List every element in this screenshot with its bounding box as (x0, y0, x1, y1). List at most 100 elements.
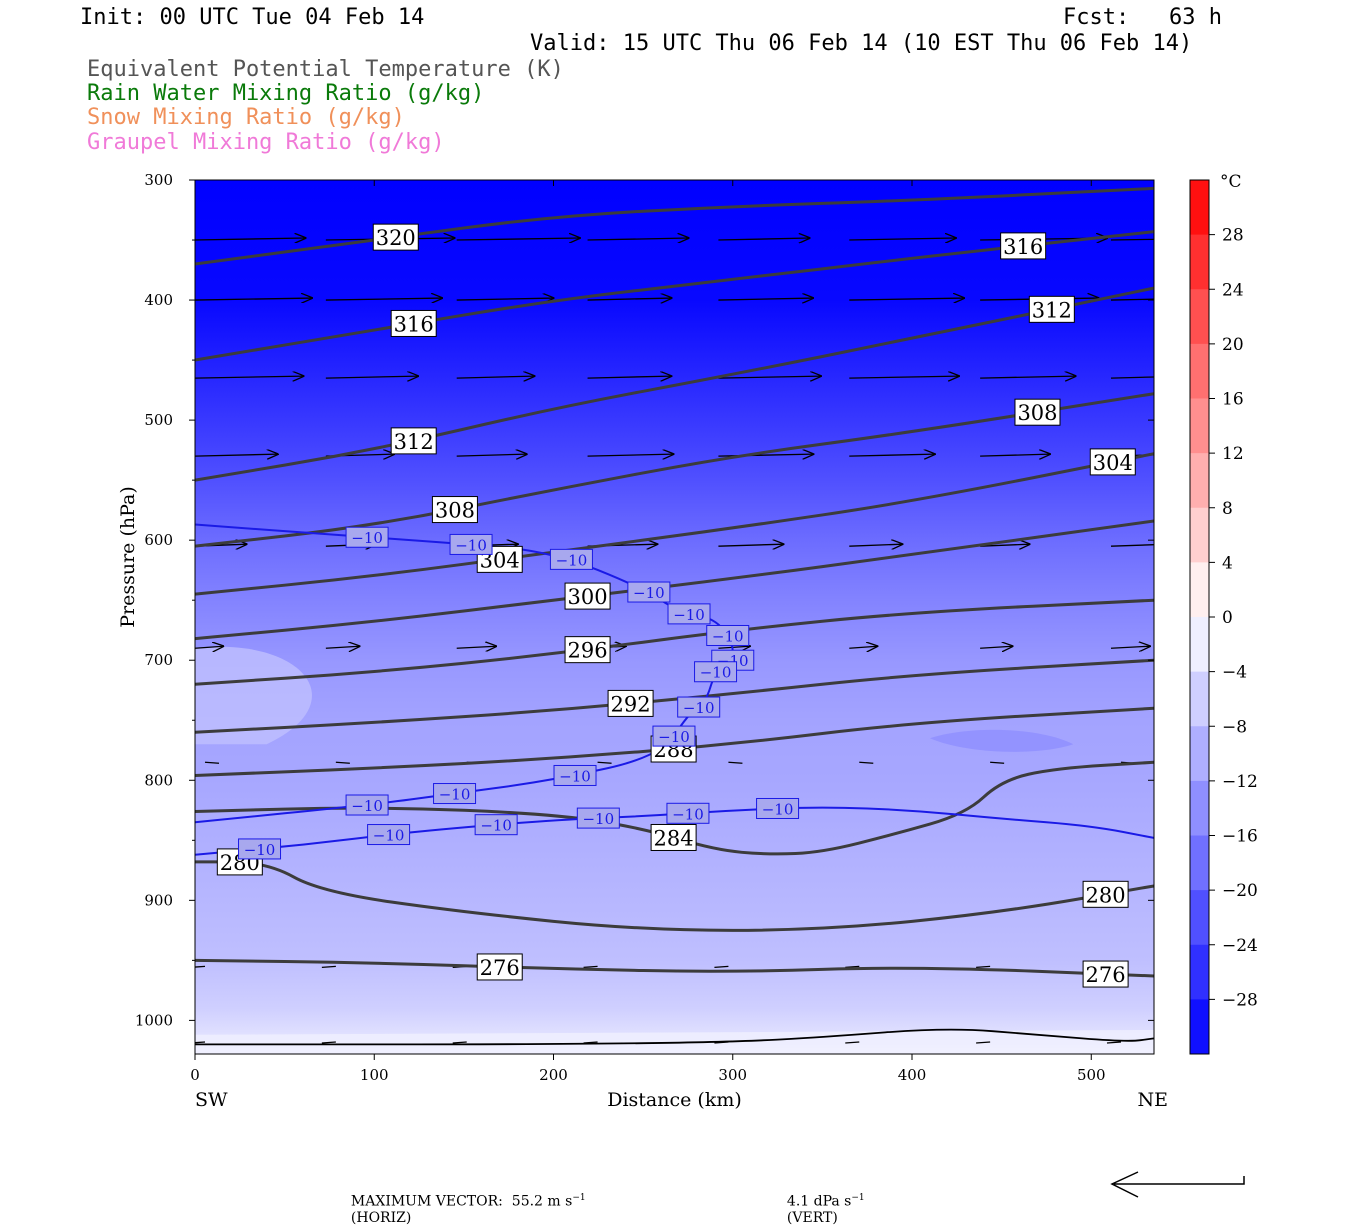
isotherm-label-box (667, 603, 711, 625)
wind-vector (195, 376, 304, 378)
theta-e-label: 284 (650, 823, 697, 851)
theta-e-label-text: 292 (611, 692, 651, 716)
light-wind-vector (976, 965, 991, 969)
isotherm-label: −10 (345, 794, 389, 816)
theta-e-contour-292 (195, 658, 1154, 734)
forecast-hour: Fcst: 63 h (1063, 5, 1222, 30)
wind-vector (1110, 646, 1150, 648)
wind-vector (587, 454, 674, 456)
colorbar-label: 24 (1222, 280, 1244, 300)
isotherm-label-box (756, 797, 800, 819)
x-tick-label: 0 (190, 1066, 200, 1084)
theta-e-label-box (607, 689, 654, 717)
light-wind-vector (452, 1041, 467, 1044)
colorbar-unit: °C (1220, 172, 1242, 192)
theta-e-label-box (1014, 398, 1061, 426)
wind-vector (456, 238, 580, 240)
colorbar-segment (1190, 562, 1209, 618)
isotherm-label: −10 (756, 797, 800, 819)
colorbar-label: −28 (1222, 990, 1258, 1010)
legend-theta-e: Equivalent Potential Temperature (K) (87, 57, 564, 82)
cross-section-chart: 320 3163163123123083083043043002962922882… (117, 171, 1258, 1111)
theta-e-label: 308 (431, 496, 478, 524)
theta-e-label-box (1082, 960, 1129, 988)
isotherm-label: −10 (694, 661, 738, 683)
light-wind-vector (714, 965, 729, 969)
theta-e-label: 292 (607, 689, 654, 717)
x-tick-label: 200 (539, 1066, 568, 1084)
colorbar-label: 20 (1222, 335, 1244, 355)
colorbar-segment (1190, 180, 1209, 236)
wind-vector (587, 376, 672, 378)
y-tick-label: 500 (144, 411, 173, 429)
theta-e-contour-288 (195, 706, 1154, 777)
wind-vector (718, 544, 783, 546)
theta-e-label: 276 (1082, 960, 1129, 988)
wind-vector (849, 238, 956, 240)
y-tick-label: 900 (144, 891, 173, 909)
colorbar-label: −24 (1222, 936, 1258, 956)
axes: 0 100 200 300 400 500 300 400 500 600 700 800 900 100… (117, 171, 1168, 1111)
wind-vector (325, 298, 442, 300)
max-vector-text: MAXIMUM VECTOR: 55.2 m s (350, 1193, 573, 1210)
theta-e-label-text: 300 (568, 585, 608, 609)
isotherm-label-text: −10 (672, 805, 704, 823)
theta-e-label: 280 (1082, 880, 1129, 908)
theta-e-label-text: 308 (1017, 401, 1057, 425)
light-wind-vector (321, 1041, 336, 1044)
theta-e-label: 296 (564, 636, 611, 664)
light-wind-vector (1106, 1041, 1122, 1044)
theta-e-label-box (1000, 232, 1047, 260)
isotherm-label-text: −10 (556, 551, 588, 569)
wind-vector (980, 376, 1076, 378)
theta-e-label-box (431, 496, 478, 524)
isotherm-label-text: −10 (683, 699, 715, 717)
wind-vector (1110, 238, 1154, 241)
theta-e-label: 308 (1014, 398, 1061, 426)
plot-frame (194, 179, 1155, 1055)
colorbar-segment (1190, 890, 1209, 946)
colorbar-segment (1190, 726, 1209, 782)
theta-e-label-box (372, 223, 419, 251)
isotherm-label-text: −10 (559, 767, 591, 785)
theta-e-label-box (1082, 880, 1129, 908)
vert-vector-text: 4.1 dPa s (786, 1193, 852, 1210)
x-tick-label: 400 (898, 1066, 927, 1084)
ne-label: NE (1138, 1089, 1169, 1111)
x-tick-label: 300 (718, 1066, 747, 1084)
light-wind-vector (321, 965, 336, 969)
theta-e-label-box (476, 953, 523, 981)
isotherm-label-text: −10 (480, 817, 512, 835)
isotherm-label-box (474, 814, 518, 836)
reference-vector (1110, 1171, 1245, 1198)
theta-e-label: 312 (390, 427, 437, 455)
colorbar-segment (1190, 617, 1209, 673)
colorbar-label: −20 (1222, 881, 1258, 901)
isotherm-label: −10 (549, 548, 593, 570)
theta-e-contour-312 (195, 286, 1154, 482)
wind-vector (195, 238, 306, 240)
theta-e-label: 320 (372, 223, 419, 251)
light-wind-vector (728, 761, 743, 764)
sw-label: SW (195, 1089, 228, 1111)
legend-graupel: Graupel Mixing Ratio (g/kg) (87, 130, 445, 155)
light-wind-vector (335, 761, 350, 764)
isotherm-label: −10 (433, 783, 477, 805)
colorbar-label: −8 (1222, 717, 1247, 737)
isotherm-label-box (627, 581, 671, 603)
theta-e-label-text: 316 (1003, 235, 1043, 259)
isotherm-label-box (449, 533, 493, 555)
vert-vector-superscript: −1 (851, 1193, 865, 1203)
y-tick-label: 300 (144, 171, 173, 189)
theta-e-label-text: 280 (1086, 883, 1126, 907)
y-tick-label: 800 (144, 771, 173, 789)
y-tick-label: 400 (144, 291, 173, 309)
isotherm-label-text: −10 (351, 797, 383, 815)
isotherm-label: −10 (652, 725, 696, 747)
wind-vector (1110, 544, 1154, 547)
wind-vector (195, 646, 223, 648)
theta-e-contour-316 (195, 230, 1154, 362)
light-wind-vector (597, 761, 612, 764)
colorbar-segment (1190, 999, 1209, 1055)
theta-e-contour-276 (195, 958, 1154, 978)
